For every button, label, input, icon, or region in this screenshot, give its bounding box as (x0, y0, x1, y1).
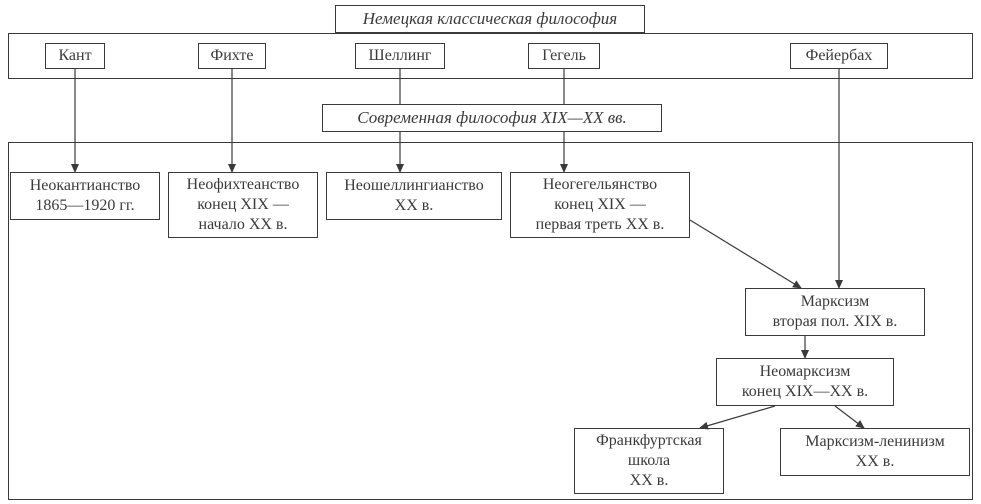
node-hegel-label: Гегель (542, 46, 586, 66)
node-fichte: Фихте (198, 43, 266, 69)
node-neomarx: Неомарксизмконец XIX—XX в. (716, 358, 894, 406)
node-schelling: Шеллинг (355, 43, 445, 69)
node-modern-label: Современная философия XIX—XX вв. (357, 107, 626, 128)
node-kant-label: Кант (58, 46, 91, 66)
node-frankfurt-label: ФранкфуртскаяшколаXX в. (596, 431, 702, 491)
node-neofichte: Неофихтеанствоконец XIX —начало XX в. (168, 172, 318, 238)
node-neoschell: НеошеллингианствоXX в. (326, 172, 502, 220)
node-schelling-label: Шеллинг (369, 46, 432, 66)
node-kant: Кант (45, 43, 105, 69)
node-leninism-label: Марксизм-ленинизмXX в. (805, 432, 944, 472)
node-leninism: Марксизм-ленинизмXX в. (780, 428, 970, 476)
node-neohegel: Неогегельянствоконец XIX —первая треть X… (510, 172, 690, 238)
node-neomarx-label: Неомарксизмконец XIX—XX в. (742, 362, 868, 402)
node-marx: Марксизмвторая пол. XIX в. (745, 288, 925, 336)
node-fichte-label: Фихте (211, 46, 254, 66)
diagram-stage: Немецкая классическая философия Кант Фих… (0, 0, 981, 504)
node-modern: Современная философия XIX—XX вв. (322, 104, 662, 132)
node-neohegel-label: Неогегельянствоконец XIX —первая треть X… (536, 175, 665, 235)
node-title: Немецкая классическая философия (335, 5, 645, 33)
node-feuerbach: Фейербах (790, 43, 888, 69)
node-marx-label: Марксизмвторая пол. XIX в. (773, 292, 898, 332)
node-neoschell-label: НеошеллингианствоXX в. (344, 176, 484, 216)
node-neofichte-label: Неофихтеанствоконец XIX —начало XX в. (187, 175, 300, 235)
node-frankfurt: ФранкфуртскаяшколаXX в. (574, 428, 724, 494)
node-title-label: Немецкая классическая философия (363, 8, 617, 29)
node-neokant: Неокантианство1865—1920 гг. (10, 172, 160, 220)
node-neokant-label: Неокантианство1865—1920 гг. (30, 176, 141, 216)
node-hegel: Гегель (528, 43, 600, 69)
node-feuerbach-label: Фейербах (806, 46, 873, 66)
